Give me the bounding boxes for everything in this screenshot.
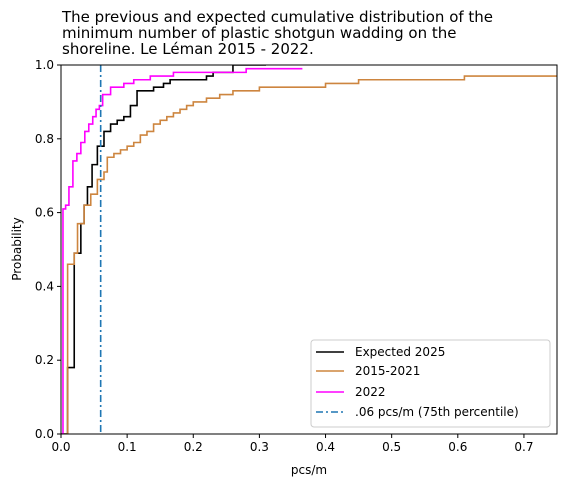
x-tick-label: 0.3 — [250, 440, 269, 454]
legend-label-2015-2021: 2015-2021 — [355, 364, 420, 378]
legend-label-2022: 2022 — [355, 385, 386, 399]
chart-title-line-1: The previous and expected cumulative dis… — [61, 8, 493, 26]
y-tick-label: 0.0 — [35, 427, 54, 441]
x-tick-label: 0.6 — [448, 440, 467, 454]
x-axis: 0.0 0.1 0.2 0.3 0.4 0.5 0.6 0.7 — [51, 434, 533, 454]
x-tick-label: 0.4 — [316, 440, 335, 454]
x-tick-label: 0.7 — [514, 440, 533, 454]
legend-label-expected-2025: Expected 2025 — [355, 345, 445, 359]
plot-frame — [60, 64, 558, 435]
series-line-2015-2021 — [61, 75, 557, 434]
x-tick-label: 0.5 — [382, 440, 401, 454]
y-tick-label: 0.4 — [35, 279, 54, 293]
y-tick-label: 1.0 — [35, 58, 54, 72]
series-line-2022 — [61, 67, 303, 434]
y-axis-label: Probability — [10, 217, 24, 280]
legend-frame — [310, 339, 551, 428]
x-tick-label: 0.0 — [51, 440, 70, 454]
legend: Expected 2025 2015-2021 2022 .06 pcs/m (… — [310, 339, 551, 428]
x-tick-label: 0.2 — [184, 440, 203, 454]
chart-title-line-3: shoreline. Le Léman 2015 - 2022. — [62, 40, 314, 58]
y-tick-label: 0.2 — [35, 353, 54, 367]
chart-title-line-2: minimum number of plastic shotgun waddin… — [62, 24, 456, 42]
y-tick-label: 0.8 — [35, 132, 54, 146]
legend-label-reference: .06 pcs/m (75th percentile) — [355, 405, 519, 419]
x-axis-label: pcs/m — [291, 463, 327, 477]
plot-area — [60, 64, 558, 435]
y-tick-label: 0.6 — [35, 206, 54, 220]
y-axis: 0.0 0.2 0.4 0.6 0.8 1.0 — [35, 58, 61, 441]
x-tick-label: 0.1 — [118, 440, 137, 454]
series-layer — [61, 65, 557, 434]
